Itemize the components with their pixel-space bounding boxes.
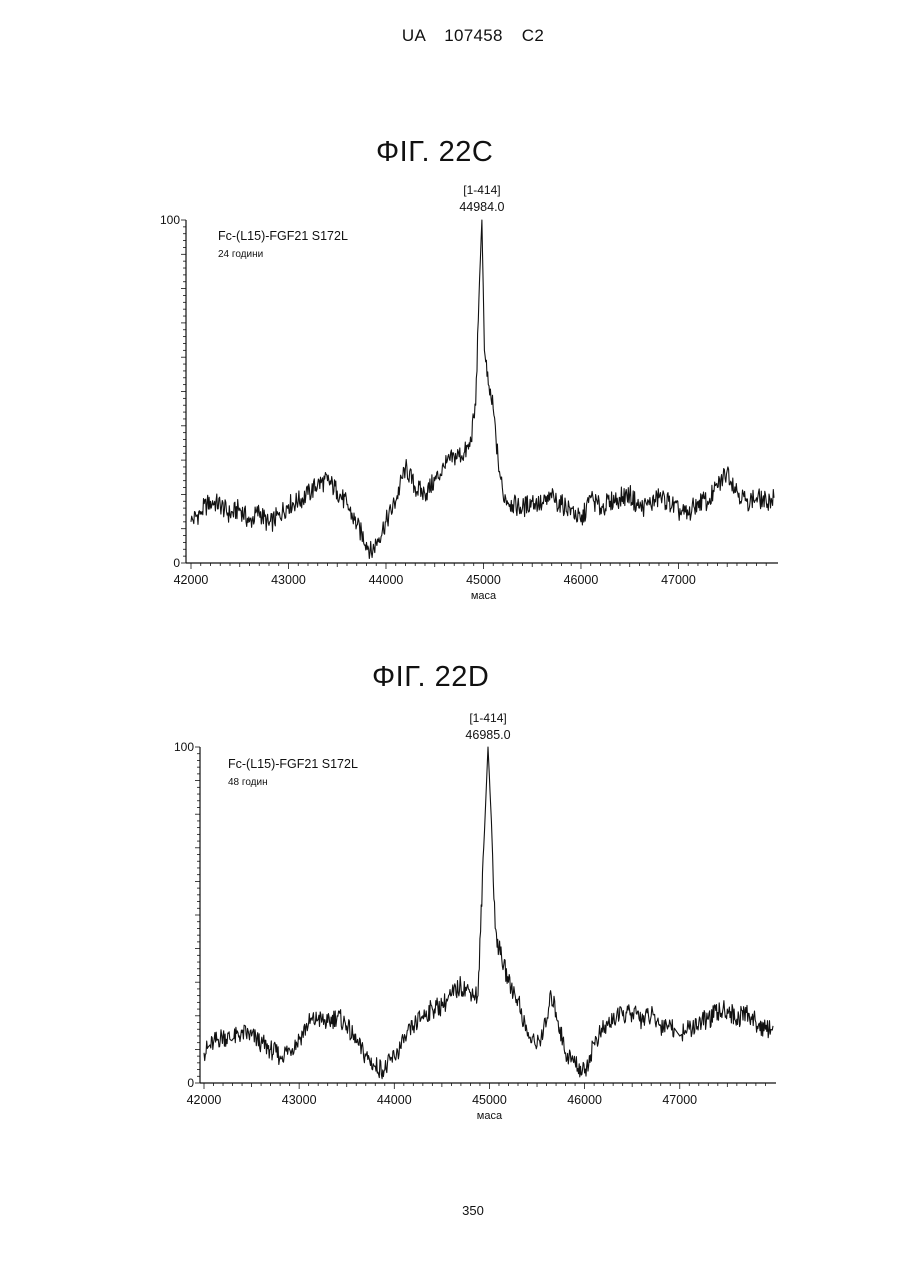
figure-title-22c: ΦΙΓ. 22C bbox=[376, 136, 493, 169]
sample-label: Fc-(L15)-FGF21 S172L bbox=[228, 757, 358, 771]
x-tick-label: 44000 bbox=[377, 1093, 412, 1107]
peak-mass-label: 44984.0 bbox=[459, 200, 504, 214]
timepoint-label: 24 години bbox=[218, 249, 263, 260]
x-tick-label: 47000 bbox=[662, 1093, 697, 1107]
x-tick-label: 45000 bbox=[472, 1093, 507, 1107]
x-axis-label: маса bbox=[477, 1110, 503, 1122]
x-tick-label: 45000 bbox=[466, 573, 501, 587]
peak-range-label: [1-414] bbox=[463, 183, 500, 197]
y-tick-label: 0 bbox=[173, 556, 180, 570]
x-axis-label: маса bbox=[471, 590, 497, 602]
x-tick-label: 42000 bbox=[174, 573, 209, 587]
patent-header: UA 107458 C2 bbox=[0, 26, 901, 46]
spectrum-trace bbox=[191, 220, 774, 559]
sample-label: Fc-(L15)-FGF21 S172L bbox=[218, 229, 348, 243]
figure-title-22d: ΦΙΓ. 22D bbox=[372, 661, 489, 694]
x-tick-label: 43000 bbox=[271, 573, 306, 587]
mass-spectrum-chart-22c: 0 100 42000 43000 44000 45000 46000 47000 маса [1… bbox=[0, 170, 901, 620]
timepoint-label: 48 годин bbox=[228, 777, 268, 788]
y-tick-label: 0 bbox=[187, 1076, 194, 1090]
x-tick-label: 47000 bbox=[661, 573, 696, 587]
x-tick-label: 42000 bbox=[187, 1093, 222, 1107]
peak-mass-label: 46985.0 bbox=[465, 728, 510, 742]
x-tick-label: 43000 bbox=[282, 1093, 317, 1107]
y-tick-label: 100 bbox=[174, 740, 194, 754]
y-tick-label: 100 bbox=[160, 213, 180, 227]
page-number: 350 bbox=[0, 1203, 901, 1218]
spectrum-trace bbox=[204, 747, 773, 1079]
peak-range-label: [1-414] bbox=[469, 711, 506, 725]
x-tick-label: 44000 bbox=[369, 573, 404, 587]
x-tick-label: 46000 bbox=[564, 573, 599, 587]
x-tick-label: 46000 bbox=[567, 1093, 602, 1107]
mass-spectrum-chart-22d: 0 100 42000 43000 44000 45000 46000 47000 маса [1… bbox=[0, 700, 901, 1140]
